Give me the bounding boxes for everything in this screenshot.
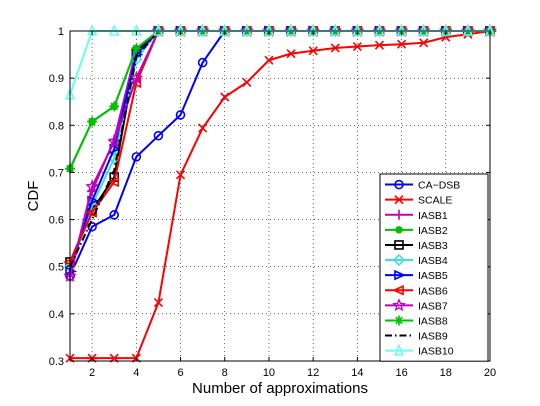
legend-label: IASB1 — [418, 210, 448, 222]
data-point — [392, 253, 406, 267]
data-point — [242, 77, 252, 87]
data-point — [175, 110, 186, 120]
legend-item: IASB9 — [385, 331, 448, 343]
y-tick-label: 1 — [58, 26, 64, 38]
data-point — [107, 176, 120, 188]
legend-item: IASB8 — [385, 315, 448, 327]
data-point — [330, 43, 340, 53]
data-point — [87, 116, 98, 127]
data-point — [392, 298, 406, 312]
legend-item: SCALE — [385, 195, 452, 207]
data-point — [374, 40, 385, 50]
y-tick-label: 0.4 — [49, 309, 64, 321]
legend-label: IASB4 — [418, 255, 448, 267]
y-tick-label: 0.7 — [49, 167, 64, 179]
legend-item: IASB6 — [385, 285, 448, 297]
legend-label: IASB3 — [418, 240, 448, 252]
legend-label: IASB6 — [418, 285, 448, 297]
data-point — [85, 179, 99, 193]
legend-item: CA−DSB — [385, 180, 460, 192]
x-tick-label: 18 — [440, 367, 452, 379]
legend-label: IASB10 — [418, 346, 454, 358]
x-tick-label: 6 — [177, 367, 183, 379]
data-point — [394, 209, 404, 220]
x-tick-label: 8 — [222, 367, 228, 379]
legend-item: IASB5 — [385, 269, 448, 282]
data-point — [395, 226, 403, 234]
legend-item: IASB3 — [385, 240, 448, 252]
data-point — [419, 38, 429, 48]
data-point — [394, 269, 406, 281]
data-point — [264, 55, 274, 65]
data-point — [153, 297, 163, 308]
axis-ticks: 2 4 6 8 10 12 14 16 18 20 0.3 0.4 0.5 0.6 0.7 0.8 0.9 1 — [49, 26, 496, 379]
data-point — [308, 46, 318, 56]
data-point — [198, 123, 208, 133]
x-tick-label: 14 — [351, 367, 363, 379]
y-tick-label: 0.9 — [49, 73, 64, 85]
data-point — [109, 101, 120, 112]
data-point — [220, 92, 230, 102]
x-tick-label: 16 — [395, 367, 407, 379]
data-point — [175, 170, 186, 180]
legend-label: IASB5 — [418, 270, 448, 282]
data-point — [352, 41, 362, 52]
x-tick-label: 10 — [263, 367, 275, 379]
data-point — [392, 285, 404, 296]
y-axis-label: CDF — [25, 181, 42, 212]
y-tick-label: 0.8 — [49, 120, 64, 132]
data-point — [131, 152, 142, 162]
data-point — [394, 179, 404, 190]
data-point — [109, 210, 120, 220]
y-tick-label: 0.6 — [49, 215, 64, 227]
legend-label: IASB2 — [418, 225, 448, 237]
x-tick-label: 4 — [133, 367, 139, 379]
legend: CA−DSB SCALE IASB1 IASB2 IASB3 IASB4 IASB5 IASB… — [379, 173, 489, 362]
legend-box — [379, 173, 489, 362]
legend-item: IASB7 — [385, 298, 448, 312]
data-point — [131, 43, 142, 54]
data-point — [393, 343, 405, 356]
data-point — [397, 39, 407, 49]
x-tick-label: 20 — [484, 367, 496, 379]
legend-item: IASB4 — [385, 253, 448, 267]
plot-frame — [69, 30, 491, 362]
legend-label: IASB9 — [418, 331, 448, 343]
y-tick-label: 0.3 — [49, 356, 64, 368]
x-tick-label: 2 — [89, 367, 95, 379]
data-point — [129, 70, 144, 84]
data-point — [394, 195, 404, 205]
data-point — [197, 57, 208, 68]
data-point — [153, 130, 164, 141]
data-point — [286, 49, 296, 59]
legend-item: IASB1 — [385, 209, 448, 222]
legend-label: IASB7 — [418, 300, 448, 312]
y-tick-label: 0.5 — [49, 262, 64, 274]
legend-label: IASB8 — [418, 315, 448, 327]
legend-label: CA−DSB — [418, 180, 460, 192]
legend-label: SCALE — [418, 195, 452, 207]
x-axis-label: Number of approximations — [192, 380, 368, 397]
data-point — [107, 134, 122, 148]
series-line — [70, 30, 491, 360]
data-point — [394, 315, 404, 326]
legend-item: IASB2 — [385, 225, 448, 237]
legend-item: IASB10 — [385, 343, 454, 358]
data-point — [394, 240, 404, 250]
x-tick-label: 12 — [307, 367, 319, 379]
